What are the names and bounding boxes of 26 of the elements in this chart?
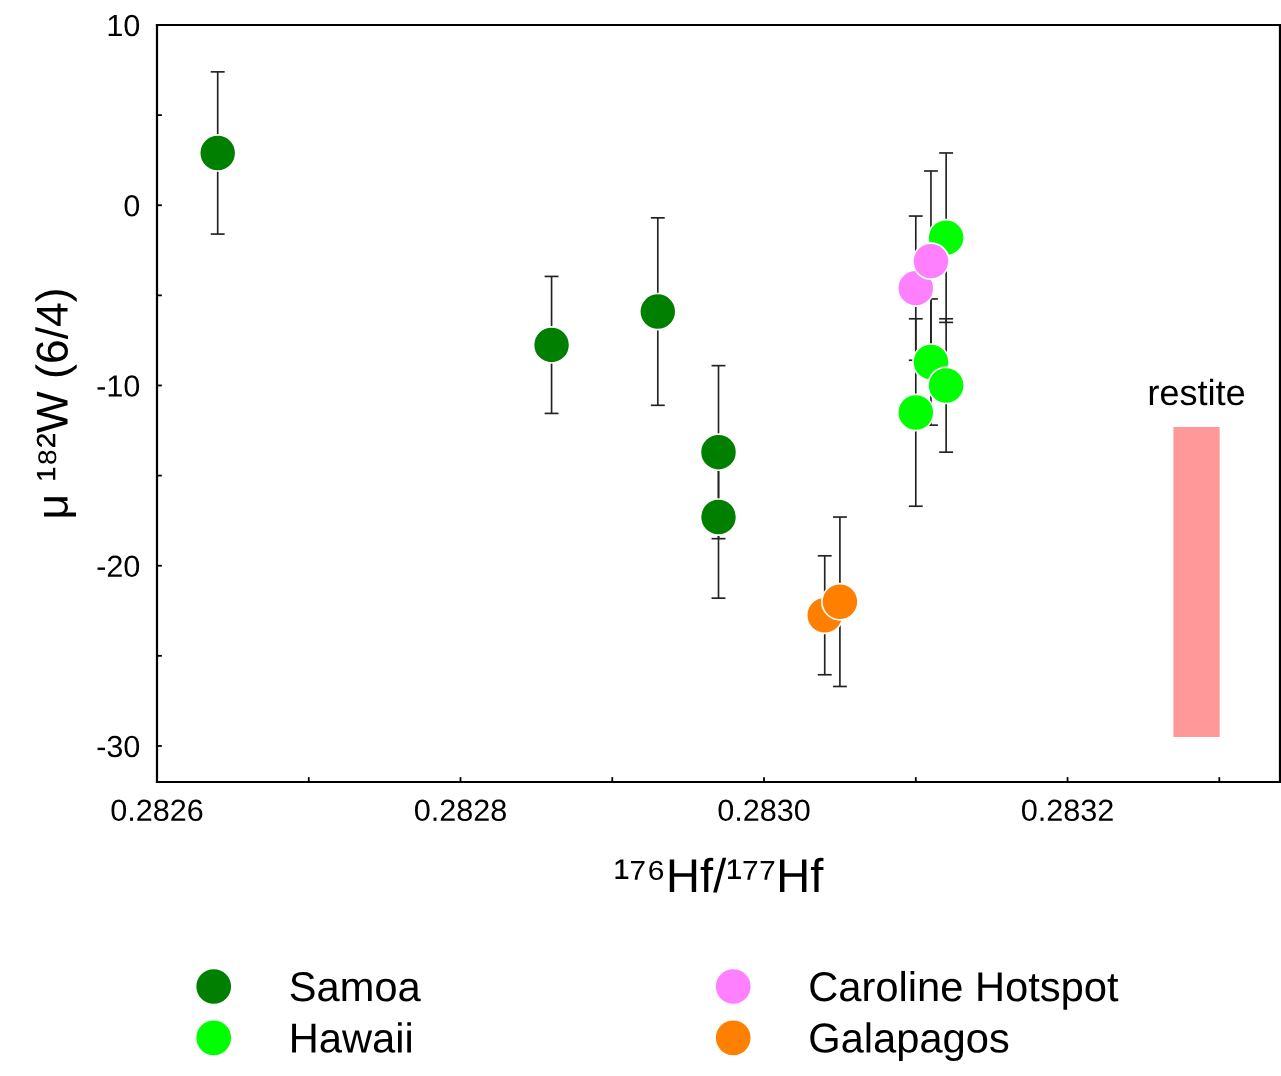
series-label: restite (1149, 378, 1245, 406)
y-axis-title: μ ¹⁸²W (6/4) (35, 290, 77, 517)
point (896, 393, 935, 432)
legend-label: Samoa (290, 972, 421, 1002)
point (198, 134, 237, 172)
y-tick-label: -30 (97, 735, 140, 758)
y-tick-label: 0 (124, 194, 140, 217)
point (821, 582, 859, 621)
x-tick-label: 0.2832 (1022, 799, 1113, 822)
y-tick-label: 10 (108, 14, 140, 37)
legend-label: Hawaii (292, 1022, 411, 1053)
point (927, 366, 966, 405)
point (912, 242, 950, 281)
point (638, 292, 677, 331)
point (896, 269, 935, 308)
legend-label: Galapagos (810, 1022, 1009, 1062)
x-axis-title: ¹⁷⁶Hf/¹⁷⁷Hf (615, 857, 824, 893)
x-tick-label: 0.2826 (111, 799, 203, 822)
point (699, 498, 738, 536)
legend-label: Caroline Hotspot (810, 970, 1119, 1010)
y-tick-label: -10 (97, 375, 140, 397)
point (532, 326, 571, 364)
x-tick-label: 0.2828 (414, 799, 506, 822)
y-tick-label: -20 (97, 555, 140, 578)
point (699, 433, 738, 472)
x-tick-label: 0.2830 (718, 799, 810, 822)
